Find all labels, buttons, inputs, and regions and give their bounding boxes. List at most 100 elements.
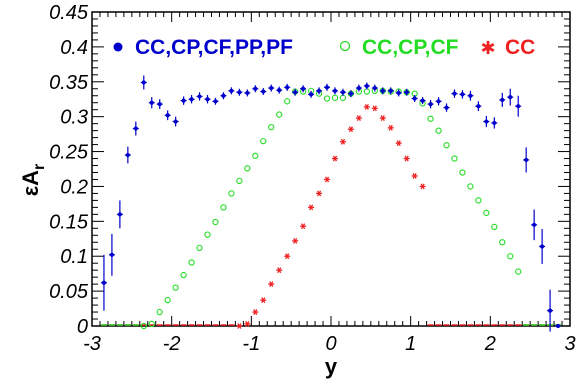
all-topologies-point: [483, 115, 490, 128]
all-topologies-point: [100, 254, 107, 311]
all-topologies-point: [419, 97, 426, 105]
plot-frame: [91, 11, 571, 327]
all-topologies-point: [427, 99, 434, 109]
cccpcf-point: [451, 155, 458, 162]
cc-point: [411, 173, 418, 179]
cc-point: [363, 103, 370, 110]
all-topologies-point: [331, 87, 338, 95]
x-tick-label: -1: [242, 333, 260, 355]
cc-point: [284, 253, 291, 260]
cccpcf-point: [212, 218, 219, 226]
all-topologies-point: [387, 87, 394, 95]
cc-point: [331, 155, 338, 162]
all-topologies-point: [284, 83, 291, 91]
cc-point: [371, 105, 378, 112]
all-topologies-point: [395, 89, 402, 97]
y-tick-label: 0: [77, 316, 88, 338]
all-topologies-point: [539, 229, 546, 264]
all-topologies-point: [164, 110, 171, 121]
all-topologies-point: [220, 92, 227, 100]
y-tick-label: 0.15: [49, 211, 89, 233]
all-topologies-point: [188, 95, 195, 104]
cccpcf-point: [475, 197, 482, 204]
legend-marker-series-1: [113, 42, 123, 52]
cc-point: [292, 237, 299, 244]
all-topologies-point: [124, 146, 131, 164]
all-topologies-point: [475, 101, 482, 112]
cccpcf-point: [323, 95, 331, 102]
x-tick-label: 2: [484, 333, 496, 355]
all-topologies-point: [507, 88, 514, 106]
axis-ticks: [91, 11, 571, 327]
cccpcf-point: [268, 123, 275, 131]
cccpcf-point: [188, 259, 195, 266]
cccpcf-point: [228, 190, 235, 197]
all-topologies-point: [244, 89, 251, 97]
cc-point: [395, 140, 402, 147]
all-topologies-point: [228, 87, 235, 95]
cc-point: [244, 320, 251, 327]
cccpcf-point: [459, 169, 466, 176]
all-topologies-point: [140, 75, 147, 90]
y-tick-labels: 0 0.05 0.1 0.15 0.2 0.25 0.3 0.35 0.4 0.45: [49, 2, 89, 338]
cc-point: [252, 309, 259, 315]
cccpcf-point: [443, 142, 450, 149]
all-topologies-point: [172, 116, 179, 127]
all-topologies-point: [491, 117, 498, 129]
y-axis-title-main: εA: [18, 170, 43, 196]
y-tick-label: 0.45: [49, 2, 89, 24]
cc-point: [379, 115, 386, 121]
x-axis-title: y: [325, 354, 338, 379]
cccpcf-point: [260, 137, 267, 145]
all-topologies-point: [403, 88, 410, 96]
all-topologies-point: [531, 209, 538, 241]
all-topologies-point: [523, 147, 530, 173]
cccpcf-point: [236, 177, 243, 185]
x-tick-label: 0: [325, 333, 336, 355]
cccpcf-point: [515, 268, 522, 275]
x-tick-label: -3: [83, 333, 101, 355]
all-topologies-point: [212, 97, 219, 105]
all-topologies-point: [132, 121, 139, 136]
y-axis-title: εAr: [18, 164, 48, 197]
all-topologies-point: [515, 95, 522, 117]
all-topologies-point: [467, 90, 474, 101]
legend-marker-series-3: ✱: [480, 38, 495, 58]
legend: CC,CP,CF,PP,PF CC,CP,CF ✱ CC: [113, 36, 535, 59]
x-tick-label: 3: [564, 333, 575, 355]
cccpcf-point: [499, 239, 506, 246]
cccpcf-point: [284, 98, 291, 105]
x-tick-labels: -3 -2 -1 0 1 2 3: [83, 333, 575, 355]
cc-point: [347, 126, 354, 133]
cc-point: [276, 267, 283, 274]
all-topologies-point: [355, 84, 362, 92]
cccpcf-point: [148, 320, 155, 328]
legend-label-series-3: CC: [505, 36, 535, 59]
cccpcf-point: [331, 94, 339, 101]
all-topologies-point: [116, 200, 123, 229]
all-topologies-point: [180, 96, 187, 105]
all-topologies-point: [268, 84, 275, 92]
all-topologies-point: [363, 82, 370, 90]
y-tick-label: 0.2: [60, 176, 88, 198]
cccpcf-point: [435, 127, 442, 134]
y-tick-label: 0.4: [60, 37, 88, 59]
all-topologies-point: [276, 86, 283, 94]
cc-point: [324, 176, 331, 183]
all-topologies-point: [316, 87, 323, 95]
all-topologies-point: [292, 88, 299, 96]
y-tick-label: 0.35: [49, 72, 89, 94]
cccpcf-point: [172, 284, 179, 291]
cc-point: [260, 297, 267, 304]
all-topologies-point: [204, 95, 211, 104]
y-axis-title-subscript: r: [31, 164, 48, 170]
cccpcf-point: [180, 271, 187, 279]
all-topologies-point: [260, 88, 267, 96]
cccpcf-point: [491, 223, 498, 231]
cccpcf-point: [483, 209, 490, 217]
cc-point: [316, 190, 323, 197]
cc-point: [236, 323, 243, 329]
all-topologies-point: [411, 95, 418, 103]
all-topologies-point: [499, 92, 506, 107]
